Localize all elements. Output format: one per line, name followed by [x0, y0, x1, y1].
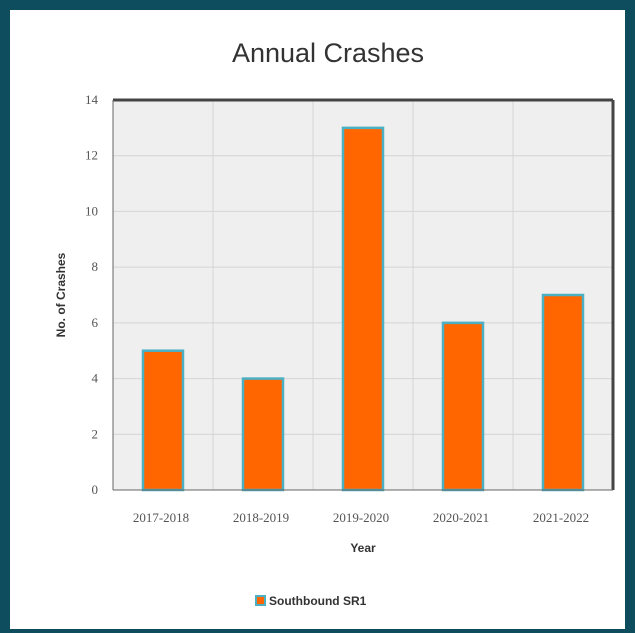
vertical-gridlines — [212, 100, 514, 490]
y-tick-label: 8 — [92, 259, 99, 274]
x-tick-label: 2020-2021 — [433, 510, 489, 525]
legend: Southbound SR1 — [255, 594, 367, 608]
x-tick-label: 2019-2020 — [333, 510, 389, 525]
bar-2020-2021 — [441, 321, 485, 492]
bar-2021-2022 — [541, 293, 585, 492]
y-tick-label: 10 — [85, 203, 98, 218]
legend-swatch — [255, 595, 266, 606]
y-axis-title: No. of Crashes — [54, 252, 68, 337]
y-tick-label: 0 — [92, 482, 99, 497]
y-tick-label: 14 — [85, 92, 99, 107]
chart-card: Annual Crashes 0 2 4 6 8 10 12 14 2017-2018 2018… — [10, 10, 625, 629]
y-tick-label: 6 — [92, 315, 99, 330]
y-tick-label: 12 — [85, 148, 98, 163]
y-tick-labels: 0 2 4 6 8 10 12 14 — [85, 92, 99, 497]
x-tick-label: 2021-2022 — [533, 510, 589, 525]
x-tick-label: 2017-2018 — [133, 510, 189, 525]
legend-label: Southbound SR1 — [269, 594, 367, 608]
x-tick-labels: 2017-2018 2018-2019 2019-2020 2020-2021 2021… — [133, 510, 589, 525]
bar-chart: Annual Crashes 0 2 4 6 8 10 12 14 2017-2018 2018… — [54, 38, 615, 608]
y-tick-label: 4 — [92, 371, 99, 386]
y-tick-label: 2 — [92, 426, 99, 441]
bar-2017-2018 — [141, 349, 185, 492]
chart-title: Annual Crashes — [232, 38, 424, 68]
bar-2018-2019 — [241, 377, 285, 492]
x-axis-title: Year — [350, 541, 376, 555]
bar-2019-2020 — [341, 126, 385, 492]
x-tick-label: 2018-2019 — [233, 510, 289, 525]
